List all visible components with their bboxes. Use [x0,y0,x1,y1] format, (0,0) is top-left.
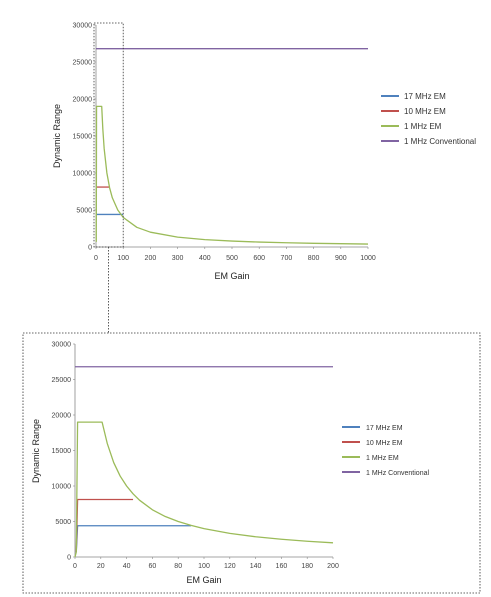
y-tick-label: 15000 [52,448,72,455]
y-tick-label: 25000 [73,60,93,67]
x-tick-label: 900 [335,255,347,262]
x-tick-label: 100 [198,563,210,570]
y-tick-label: 0 [67,555,71,562]
x-tick-label: 400 [199,255,211,262]
series-line-1-mhz-em [74,421,334,558]
y-tick-label: 30000 [52,342,72,349]
y-tick-label: 5000 [76,208,92,215]
x-tick-label: 500 [226,255,238,262]
legend-label: 17 MHz EM [366,425,403,432]
x-tick-label: 200 [327,563,339,570]
y-tick-label: 5000 [55,519,71,526]
x-tick-label: 120 [224,563,236,570]
series-line-1-mhz-em [95,105,369,245]
series-line-17-mhz-em [75,525,192,553]
x-tick-label: 60 [149,563,157,570]
x-tick-label: 0 [94,255,98,262]
zoom-frame [22,332,481,594]
x-tick-label: 40 [123,563,131,570]
legend-label: 1 MHz EM [366,455,399,462]
y-tick-label: 0 [88,245,92,252]
x-tick-label: 140 [250,563,262,570]
y-axis-title: Dynamic Range [31,419,41,483]
y-tick-label: 15000 [73,134,93,141]
legend-label: 1 MHz EM [404,122,442,131]
x-tick-label: 0 [73,563,77,570]
x-tick-label: 80 [174,563,182,570]
y-tick-label: 10000 [52,484,72,491]
chart-full-range: 0 5000 10000 15000 20000 25000 30000 0 100 200 300… [52,22,476,333]
legend-label: 1 MHz Conventional [366,470,429,477]
y-tick-label: 10000 [73,171,93,178]
x-tick-label: 300 [172,255,184,262]
y-tick-label: 20000 [73,97,93,104]
x-tick-label: 100 [117,255,129,262]
x-tick-label: 600 [253,255,265,262]
y-tick-label: 30000 [73,23,93,30]
y-tick-label: 20000 [52,413,72,420]
legend-label: 17 MHz EM [404,92,446,101]
x-tick-label: 200 [145,255,157,262]
legend-label: 1 MHz Conventional [404,137,476,146]
legend-label: 10 MHz EM [366,440,403,447]
y-axis-title: Dynamic Range [52,104,62,168]
y-tick-label: 25000 [52,377,72,384]
x-tick-label: 180 [301,563,313,570]
x-tick-label: 1000 [360,255,376,262]
chart-zoom: 0 5000 10000 15000 20000 25000 30000 0 20 40 60 80 1… [31,342,429,586]
x-tick-label: 700 [281,255,293,262]
x-axis-title: EM Gain [186,575,221,585]
legend-label: 10 MHz EM [404,107,446,116]
zoom-region-box [93,22,124,248]
x-tick-label: 20 [97,563,105,570]
x-axis-title: EM Gain [214,271,249,281]
x-tick-label: 160 [276,563,288,570]
x-tick-label: 800 [308,255,320,262]
